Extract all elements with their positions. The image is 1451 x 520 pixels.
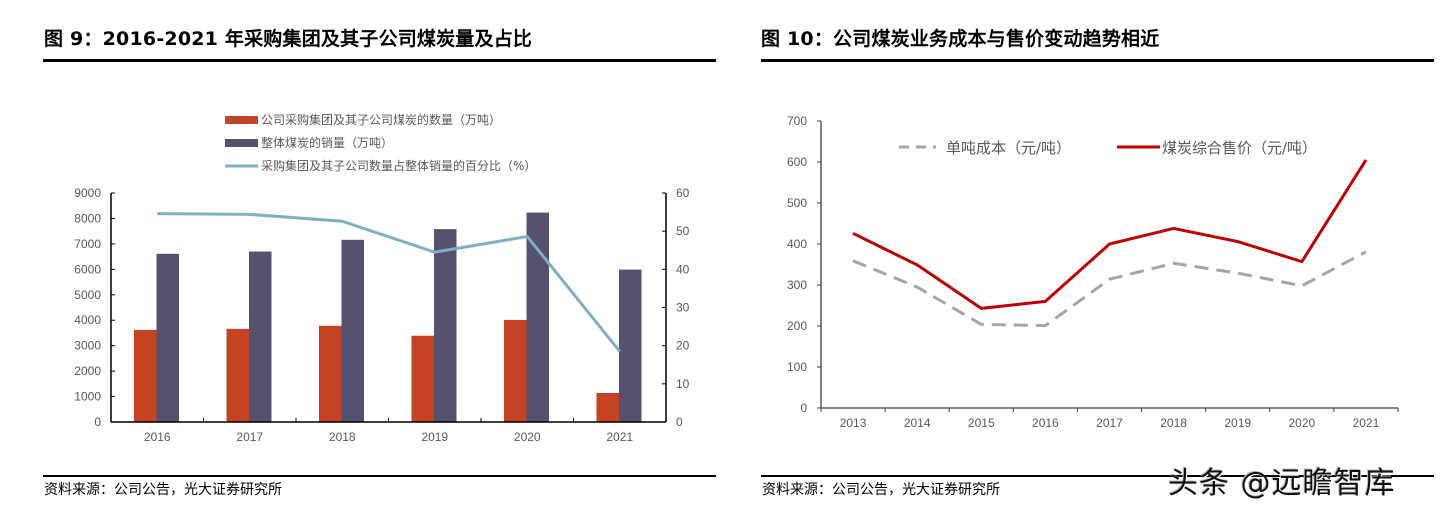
left-y-tick-label: 8000 <box>74 211 101 225</box>
legend-label-0: 公司采购集团及其子公司煤炭的数量（万吨） <box>261 112 501 127</box>
bar-purchased-2018 <box>319 325 342 422</box>
right-y-tick-label: 40 <box>676 262 690 276</box>
legend-swatch-1 <box>225 139 258 147</box>
legend-label-selling-price: 煤炭综合售价（元/吨） <box>1162 139 1317 157</box>
figure-9-title-rule <box>43 59 716 62</box>
x-tick-label: 2017 <box>236 430 263 444</box>
x-tick-label: 2021 <box>606 430 633 444</box>
left-y-tick-label: 1000 <box>74 390 101 404</box>
bar-purchased-2020 <box>504 319 527 422</box>
bar-total-sales-2019 <box>434 229 457 422</box>
x-tick-label: 2020 <box>1288 416 1315 430</box>
right-y-tick-label: 50 <box>676 224 690 238</box>
left-y-tick-label: 5000 <box>74 288 101 302</box>
x-tick-label: 2019 <box>1224 416 1251 430</box>
bar-purchased-2021 <box>596 392 619 422</box>
right-y-tick-label: 30 <box>676 301 690 315</box>
x-tick-label: 2017 <box>1096 416 1123 430</box>
x-tick-label: 2018 <box>1160 416 1187 430</box>
y-tick-label: 300 <box>787 278 807 292</box>
watermark: 头条 @远瞻智库 <box>1168 466 1396 501</box>
figure-9-source-rule <box>43 475 716 477</box>
right-y-tick-label: 10 <box>676 377 690 391</box>
figure-10-source: 资料来源：公司公告，光大证券研究所 <box>762 482 1000 498</box>
bar-purchased-2017 <box>226 328 249 422</box>
line-unit-cost <box>852 250 1367 328</box>
legend-swatch-0 <box>225 116 258 124</box>
legend-label-unit-cost: 单吨成本（元/吨） <box>946 139 1071 157</box>
legend-label-2: 采购集团及其子公司数量占整体销量的百分比（%） <box>261 158 536 173</box>
bar-purchased-2016 <box>134 329 157 422</box>
figure-10-source-rule <box>761 475 1434 477</box>
legend-label-1: 整体煤炭的销量（万吨） <box>261 135 393 150</box>
x-tick-label: 2020 <box>514 430 541 444</box>
left-y-tick-label: 9000 <box>74 186 101 200</box>
figure-9-source: 资料来源：公司公告，光大证券研究所 <box>44 482 282 498</box>
line-selling-price <box>852 159 1368 310</box>
x-tick-label: 2013 <box>840 416 867 430</box>
right-chart: 0 100 200 300 400 500 600 700 2013 2014 2015 2016 20… <box>787 114 1399 430</box>
y-tick-label: 400 <box>787 237 807 251</box>
y-tick-label: 600 <box>787 155 807 169</box>
left-y-tick-label: 7000 <box>74 237 101 251</box>
left-y-tick-label: 4000 <box>74 313 101 327</box>
x-tick-label: 2014 <box>904 416 931 430</box>
x-tick-label: 2016 <box>144 430 171 444</box>
x-tick-label: 2019 <box>421 430 448 444</box>
bar-purchased-2019 <box>411 335 434 422</box>
left-y-tick-label: 2000 <box>74 364 101 378</box>
y-tick-label: 500 <box>787 196 807 210</box>
y-tick-label: 700 <box>787 114 807 128</box>
x-tick-label: 2021 <box>1353 416 1380 430</box>
bar-total-sales-2020 <box>526 212 549 422</box>
bar-total-sales-2017 <box>249 251 272 422</box>
left-y-tick-label: 3000 <box>74 339 101 353</box>
right-y-tick-label: 0 <box>676 415 683 429</box>
x-tick-label: 2015 <box>968 416 995 430</box>
left-y-tick-label: 0 <box>94 415 101 429</box>
left-chart: 0 1000 2000 3000 4000 5000 6000 7000 8000 9000 0 10… <box>74 112 689 444</box>
y-tick-label: 200 <box>787 319 807 333</box>
y-tick-label: 100 <box>787 360 807 374</box>
x-tick-label: 2016 <box>1032 416 1059 430</box>
figure-10-title: 图 10：公司煤炭业务成本与售价变动趋势相近 <box>761 28 1160 50</box>
bar-total-sales-2016 <box>156 253 179 422</box>
line-percentage <box>157 212 621 353</box>
left-y-tick-label: 6000 <box>74 262 101 276</box>
bar-total-sales-2018 <box>341 239 364 422</box>
figure-9-title: 图 9：2016-2021 年采购集团及其子公司煤炭量及占比 <box>44 28 533 50</box>
y-tick-label: 0 <box>800 401 807 415</box>
x-tick-label: 2018 <box>329 430 356 444</box>
right-y-tick-label: 60 <box>676 186 690 200</box>
figure-10-title-rule <box>761 59 1434 62</box>
right-y-tick-label: 20 <box>676 339 690 353</box>
bar-total-sales-2021 <box>619 269 642 422</box>
